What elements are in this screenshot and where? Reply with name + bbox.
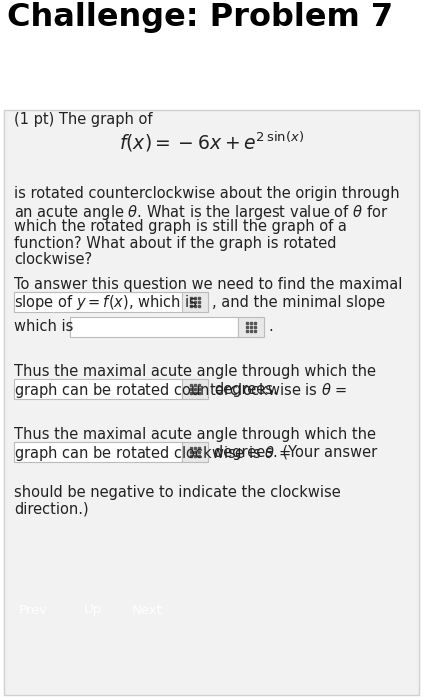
FancyBboxPatch shape: [182, 442, 208, 462]
Text: degrees. (Your answer: degrees. (Your answer: [214, 444, 377, 460]
Text: Thus the maximal acute angle through which the: Thus the maximal acute angle through whi…: [14, 365, 376, 379]
FancyBboxPatch shape: [14, 379, 182, 400]
FancyBboxPatch shape: [14, 442, 182, 462]
Text: Next: Next: [131, 603, 162, 617]
Text: Challenge: Problem 7: Challenge: Problem 7: [7, 2, 393, 33]
Text: Up: Up: [84, 603, 102, 617]
Text: slope of $y = f(x)$, which is: slope of $y = f(x)$, which is: [14, 293, 198, 312]
Text: an acute angle $\theta$. What is the largest value of $\theta$ for: an acute angle $\theta$. What is the lar…: [14, 203, 388, 222]
Text: is rotated counterclockwise about the origin through: is rotated counterclockwise about the or…: [14, 186, 400, 202]
Text: should be negative to indicate the clockwise: should be negative to indicate the clock…: [14, 485, 341, 500]
Text: Thus the maximal acute angle through which the: Thus the maximal acute angle through whi…: [14, 427, 376, 442]
FancyBboxPatch shape: [182, 379, 208, 400]
Text: clockwise?: clockwise?: [14, 252, 92, 267]
Text: Prev: Prev: [18, 603, 47, 617]
FancyBboxPatch shape: [5, 595, 61, 625]
Text: To answer this question we need to find the maximal: To answer this question we need to find …: [14, 277, 402, 292]
Text: function? What about if the graph is rotated: function? What about if the graph is rot…: [14, 236, 337, 251]
FancyBboxPatch shape: [4, 110, 419, 695]
Text: (1 pt) The graph of: (1 pt) The graph of: [14, 112, 153, 127]
Text: .: .: [268, 319, 273, 335]
FancyBboxPatch shape: [119, 595, 175, 625]
Text: which the rotated graph is still the graph of a: which the rotated graph is still the gra…: [14, 219, 347, 234]
FancyBboxPatch shape: [182, 292, 208, 312]
Text: $f(x) = -6x + e^{2\,\mathrm{sin}(x)}$: $f(x) = -6x + e^{2\,\mathrm{sin}(x)}$: [120, 130, 304, 154]
Text: graph can be rotated counterclockwise is $\theta$ =: graph can be rotated counterclockwise is…: [14, 381, 347, 400]
Text: degrees.: degrees.: [214, 382, 278, 397]
Text: direction.): direction.): [14, 501, 89, 517]
FancyBboxPatch shape: [70, 316, 238, 337]
FancyBboxPatch shape: [238, 316, 264, 337]
Text: , and the minimal slope: , and the minimal slope: [212, 295, 385, 309]
FancyBboxPatch shape: [65, 595, 121, 625]
FancyBboxPatch shape: [14, 292, 182, 312]
Text: which is: which is: [14, 319, 73, 335]
Text: graph can be rotated clockwise is $\theta$ =: graph can be rotated clockwise is $\thet…: [14, 444, 291, 463]
